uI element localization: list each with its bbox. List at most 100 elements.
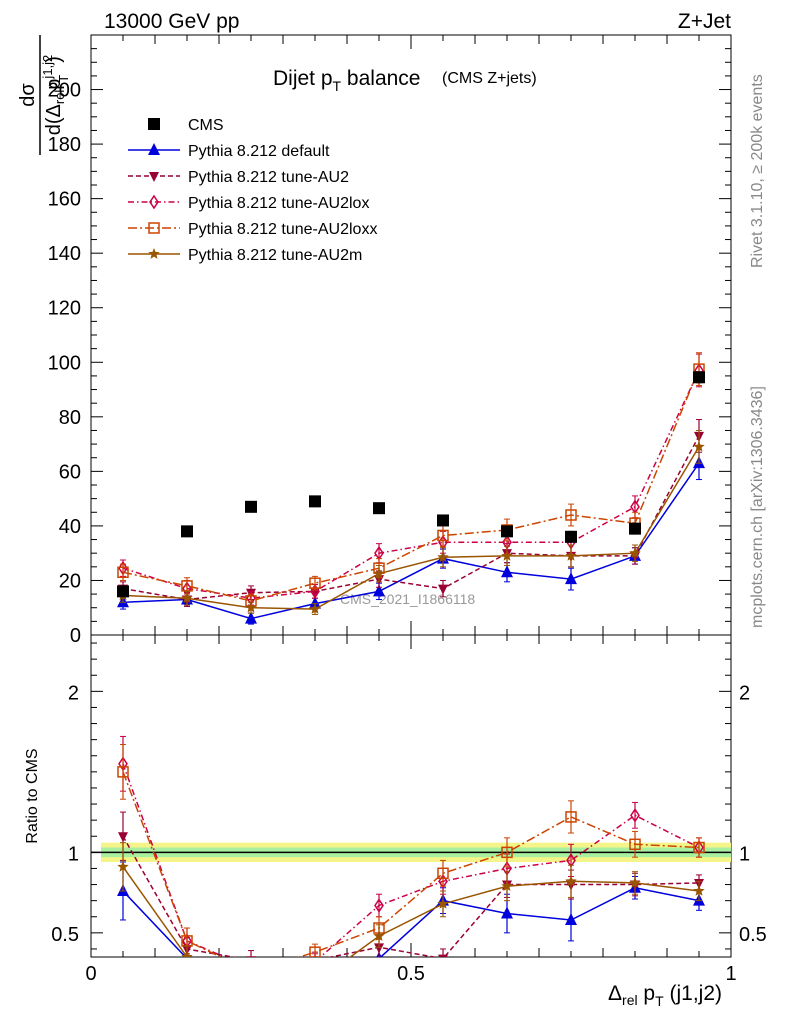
data-point <box>374 898 384 913</box>
data-point <box>309 977 320 988</box>
legend-item: Pythia 8.212 tune-AU2m <box>128 247 362 264</box>
main-ytick-label: 200 <box>48 80 81 102</box>
data-point <box>246 956 256 957</box>
legend-label: Pythia 8.212 default <box>188 143 330 160</box>
data-point <box>374 943 384 954</box>
legend-marker <box>148 143 160 155</box>
series-line <box>122 763 700 957</box>
series-line <box>122 368 700 602</box>
legend-label: Pythia 8.212 tune-AU2loxx <box>188 221 377 238</box>
x-tick-label: 0 <box>85 963 96 985</box>
series-pythia-8-212-tune-au2m <box>117 842 705 988</box>
data-point <box>565 530 577 543</box>
data-point <box>629 838 641 851</box>
data-point <box>117 766 129 778</box>
data-point <box>565 509 577 521</box>
series-line <box>122 866 700 957</box>
series-line <box>122 771 700 957</box>
rivet-label: Rivet 3.1.10, ≥ 200k events <box>749 74 766 268</box>
data-point <box>565 811 577 823</box>
data-point <box>309 495 321 508</box>
ratio-ylabel: Ratio to CMS <box>24 748 41 843</box>
data-point <box>630 807 640 823</box>
data-point <box>373 930 385 941</box>
legend: CMS Pythia 8.212 default Pythia 8.212 tune… <box>128 117 377 264</box>
data-point <box>438 954 448 957</box>
main-axis-ticks: 0 20 40 60 80 100 120 140 160 180 200 <box>48 48 731 647</box>
legend-marker <box>148 222 160 234</box>
main-ytick-label: 160 <box>48 189 81 211</box>
data-point <box>693 440 705 452</box>
legend-marker <box>148 118 160 130</box>
main-ytick-label: 20 <box>59 570 81 592</box>
data-point <box>693 371 705 384</box>
ratio-ytick-label: 0.5 <box>51 924 79 946</box>
data-point <box>565 912 577 925</box>
legend-label: CMS <box>188 117 224 134</box>
data-point <box>310 956 320 957</box>
data-point <box>245 974 256 985</box>
data-point <box>245 985 257 997</box>
ratio-series-layer <box>117 735 705 997</box>
x-tick-label: 0.5 <box>397 963 425 985</box>
legend-item: Pythia 8.212 tune-AU2lox <box>128 194 369 212</box>
series-line <box>122 887 700 957</box>
ratio-ytick-label-right: 2 <box>739 682 750 704</box>
main-ytick-label: 60 <box>59 461 81 483</box>
data-point <box>693 885 705 896</box>
data-point <box>501 549 513 561</box>
data-point <box>117 566 129 579</box>
legend-label: Pythia 8.212 tune-AU2lox <box>188 195 369 212</box>
data-point <box>501 846 513 859</box>
data-point <box>565 875 577 887</box>
legend-item: Pythia 8.212 tune-AU2 <box>128 169 349 186</box>
main-ytick-label: 80 <box>59 407 81 429</box>
data-point <box>437 514 449 527</box>
series-line <box>122 462 700 620</box>
series-line <box>122 435 700 601</box>
main-title: Dijet pT balance (CMS Z+jets) <box>273 67 537 94</box>
ratio-ytick-label-right: 1 <box>739 843 750 865</box>
ratio-ytick-label: 1 <box>68 843 79 865</box>
data-point <box>373 584 385 597</box>
series-pythia-8-212-tune-au2loxx <box>117 743 705 976</box>
data-point <box>309 946 321 957</box>
data-point <box>117 860 129 872</box>
ratio-axis-ticks: 0.5 0.5 1 1 2 2 <box>51 642 767 950</box>
data-point <box>438 584 448 595</box>
ratio-ytick-label: 2 <box>68 682 79 704</box>
data-point <box>309 603 321 614</box>
data-point <box>437 867 449 880</box>
data-point <box>245 500 257 513</box>
series-line <box>122 446 700 610</box>
main-ytick-label: 0 <box>70 625 81 647</box>
data-point <box>565 549 577 561</box>
data-point <box>501 880 513 891</box>
series-pythia-8-212-tune-au2lox <box>118 353 704 606</box>
data-point <box>437 897 449 909</box>
data-point <box>309 596 321 609</box>
data-point <box>246 966 256 976</box>
data-point <box>438 873 448 889</box>
data-point <box>117 585 129 598</box>
legend-item: CMS <box>148 117 224 134</box>
watermark: CMS_2021_I1866118 <box>340 591 475 607</box>
data-point <box>181 592 193 603</box>
legend-item: Pythia 8.212 tune-AU2loxx <box>128 221 377 238</box>
data-point <box>565 572 577 585</box>
data-point <box>629 522 641 535</box>
data-point <box>501 906 513 919</box>
main-title-note: (CMS Z+jets) <box>442 70 537 87</box>
series-pythia-8-212-tune-au2loxx <box>117 352 705 609</box>
data-point <box>437 529 449 542</box>
data-point <box>118 832 128 843</box>
data-point <box>309 969 321 981</box>
xlabel: Δrel pT (j1,j2) <box>608 982 722 1009</box>
data-point <box>309 577 321 589</box>
data-point <box>245 611 257 624</box>
series-pythia-8-212-tune-au2 <box>118 419 704 607</box>
mcplots-label: mcplots.cern.ch [arXiv:1306.3436] <box>749 386 766 628</box>
legend-item: Pythia 8.212 default <box>128 143 330 160</box>
svg-text:Δrel pT (j1,j2): Δrel pT (j1,j2) <box>608 982 722 1009</box>
